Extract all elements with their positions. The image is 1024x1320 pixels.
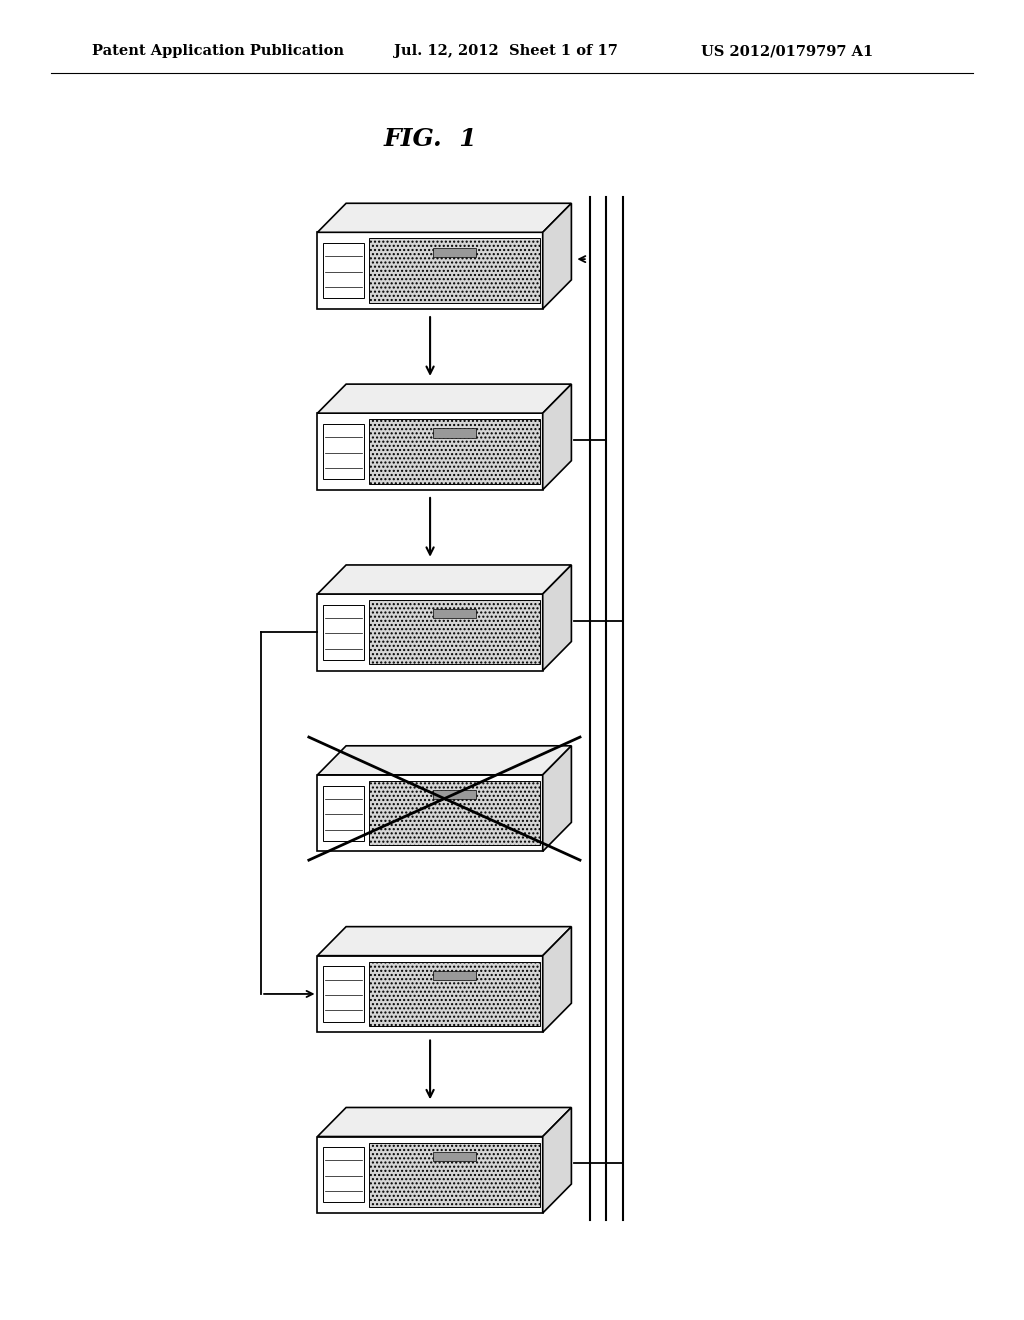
Polygon shape [317,746,571,775]
Polygon shape [317,927,571,956]
Polygon shape [370,962,541,1026]
Polygon shape [543,746,571,851]
Polygon shape [543,927,571,1032]
Polygon shape [317,384,571,413]
Bar [433,1152,476,1162]
Polygon shape [370,239,541,302]
Text: Jul. 12, 2012  Sheet 1 of 17: Jul. 12, 2012 Sheet 1 of 17 [394,45,618,58]
Polygon shape [317,956,543,1032]
Bar [324,605,364,660]
Polygon shape [543,203,571,309]
Polygon shape [317,1107,571,1137]
Bar [324,243,364,298]
Polygon shape [543,384,571,490]
Polygon shape [317,594,543,671]
Polygon shape [370,1143,541,1206]
Polygon shape [543,1107,571,1213]
Text: FIG.  1: FIG. 1 [383,127,477,150]
Polygon shape [370,420,541,483]
Bar [433,610,476,619]
Polygon shape [370,601,541,664]
Text: Patent Application Publication: Patent Application Publication [92,45,344,58]
Polygon shape [317,565,571,594]
Text: US 2012/0179797 A1: US 2012/0179797 A1 [701,45,873,58]
Bar [324,785,364,841]
Polygon shape [317,203,571,232]
Bar [324,424,364,479]
Bar [324,1147,364,1203]
Bar [433,248,476,257]
Polygon shape [317,1137,543,1213]
Polygon shape [317,775,543,851]
Bar [433,791,476,800]
Bar [433,972,476,981]
Polygon shape [317,232,543,309]
Polygon shape [317,413,543,490]
Bar [433,429,476,438]
Bar [324,966,364,1022]
Polygon shape [543,565,571,671]
Polygon shape [370,781,541,845]
